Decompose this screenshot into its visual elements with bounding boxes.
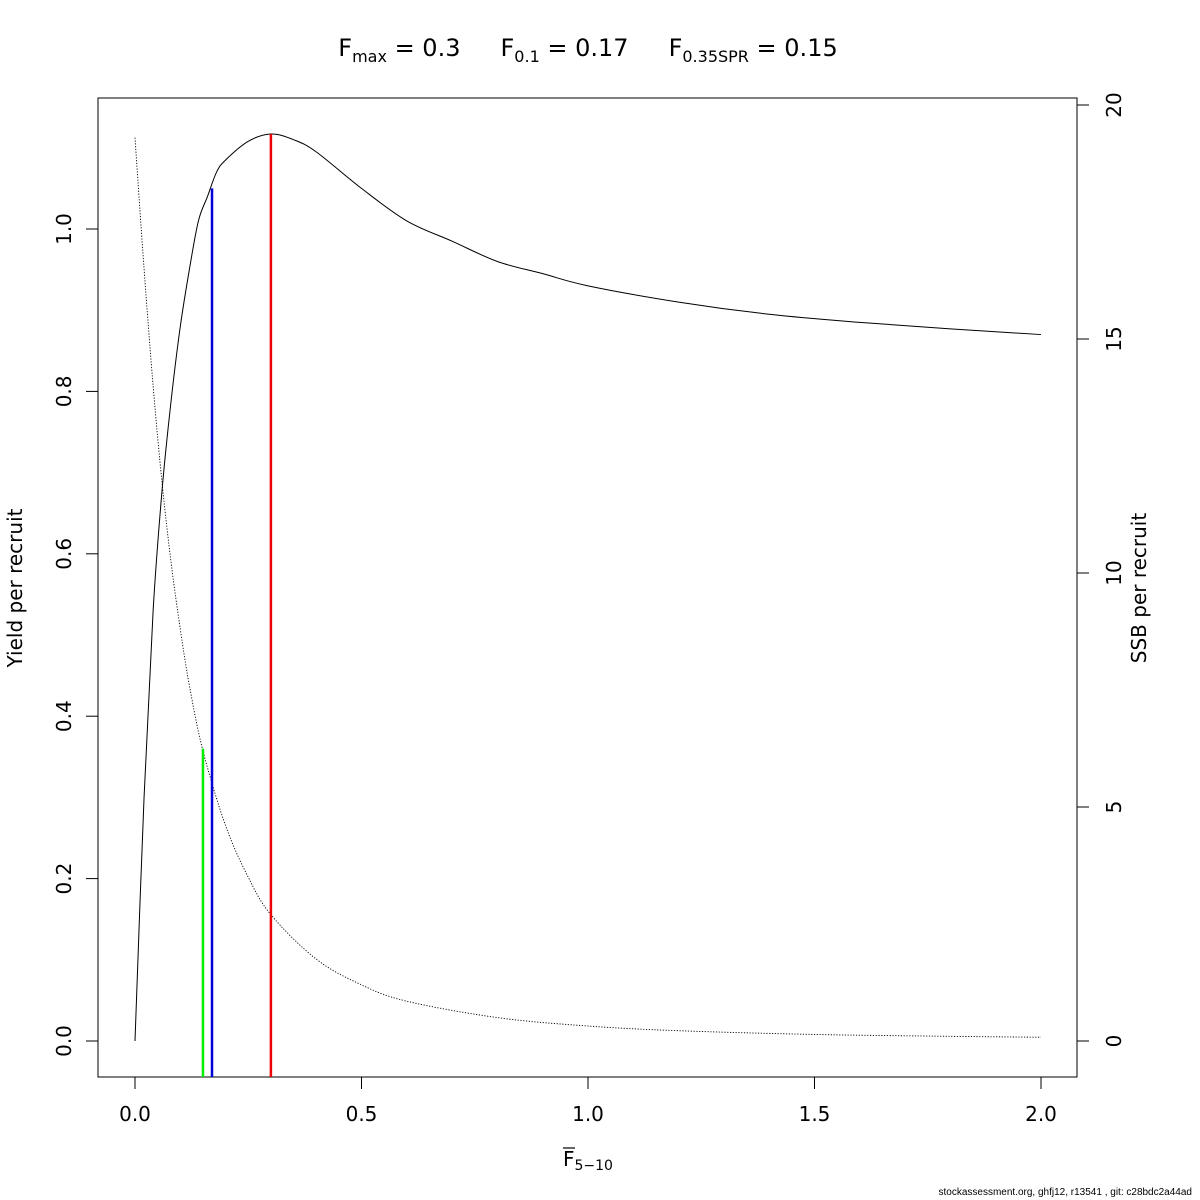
ssb-per-recruit-line [134,137,1042,1038]
y2-tick-label: 20 [1102,92,1126,117]
y-axis-label: Yield per recruit [3,508,27,668]
fspr-subscript: 0.35SPR [682,47,749,66]
plot-frame [97,97,1078,1078]
f01-value: = 0.17 [540,34,629,62]
y-axis-right: 0 5 10 15 20 [1076,92,1126,1048]
fmax-value: = 0.3 [387,34,461,62]
y-axis-left: 0.0 0.2 0.4 0.6 0.8 1.0 [52,213,99,1057]
x-axis: 0.0 0.5 1.0 1.5 2.0 [119,1076,1057,1126]
y2-tick-label: 5 [1102,801,1126,814]
x-tick-label: 1.0 [572,1102,604,1126]
x-axis-label: F5−10 [563,1147,613,1174]
y2-axis-label: SSB per recruit [1127,513,1151,664]
y2-tick-label: 15 [1102,326,1126,351]
f01-subscript: 0.1 [514,47,539,66]
fspr-label: F [669,34,683,62]
f01-label: F [500,34,514,62]
y-tick-label: 0.2 [52,863,76,895]
y2-tick-label: 10 [1102,560,1126,585]
x-tick-label: 1.5 [799,1102,831,1126]
y-tick-label: 0.8 [52,375,76,407]
x-axis-label-main: F [563,1147,575,1171]
y-tick-label: 0.6 [52,538,76,570]
reference-lines [201,134,273,1077]
chart-title: Fmax = 0.3 F0.1 = 0.17 F0.35SPR = 0.15 [338,34,837,66]
x-tick-label: 0.5 [346,1102,378,1126]
x-tick-label: 0.0 [119,1102,151,1126]
y-tick-label: 0.4 [52,700,76,732]
y2-tick-label: 0 [1102,1035,1126,1048]
svg-text:F5−10: F5−10 [563,1147,613,1174]
y-tick-label: 1.0 [52,213,76,245]
fmax-label: F [338,34,352,62]
x-tick-label: 2.0 [1025,1102,1057,1126]
y-tick-label: 0.0 [52,1025,76,1057]
footer-credit: stockassessment.org, ghfj12, r13541 , gi… [938,1187,1193,1198]
x-axis-label-subscript: 5−10 [575,1158,613,1174]
fmax-subscript: max [352,47,387,66]
fspr-value: = 0.15 [749,34,838,62]
